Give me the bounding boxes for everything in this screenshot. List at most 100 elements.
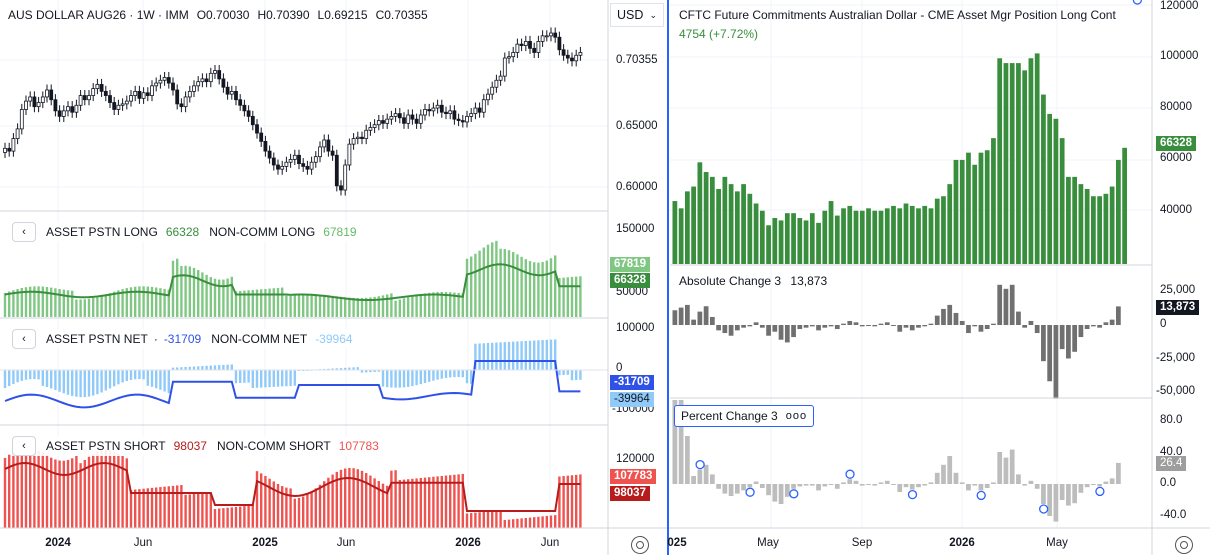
- x-tick: 2024: [45, 537, 71, 549]
- short-bar: [394, 470, 397, 528]
- candle-body: [565, 54, 570, 59]
- abs-change-bar: [703, 306, 709, 325]
- abs-change-bar: [716, 325, 721, 331]
- pct-last-tag: 26.4: [1156, 456, 1187, 471]
- net-bar: [339, 368, 343, 370]
- collapse-button[interactable]: ‹: [12, 329, 36, 349]
- short-bar: [465, 513, 469, 528]
- abs-change-bar: [778, 325, 784, 340]
- short-bar: [100, 450, 103, 528]
- candle-body: [36, 102, 41, 108]
- net-bar: [570, 370, 574, 381]
- long-bar: [428, 292, 431, 317]
- abs-change-bar: [1022, 325, 1028, 328]
- cftc-bar: [741, 184, 746, 264]
- pct-change-bar: [978, 484, 984, 491]
- pct-change-bar: [784, 484, 790, 497]
- series-name: ASSET PSTN NET: [46, 332, 148, 346]
- short-bar: [285, 487, 288, 528]
- abs-change-bar: [847, 320, 853, 325]
- short-bar: [373, 478, 376, 528]
- net-bar: [171, 367, 175, 370]
- long-bar: [268, 288, 271, 317]
- cftc-bar: [1034, 53, 1040, 264]
- cftc-bar: [753, 203, 759, 264]
- candle-body: [49, 89, 54, 101]
- more-options-icon[interactable]: ooo: [785, 410, 808, 422]
- low-label: L: [317, 8, 325, 22]
- pct-change-bar: [916, 484, 921, 488]
- candle-body: [263, 140, 268, 152]
- cftc-bar: [859, 210, 865, 264]
- net-bar: [176, 367, 179, 370]
- pct-marker: [1039, 504, 1049, 514]
- net-bar: [566, 370, 569, 375]
- net-bar: [495, 342, 498, 370]
- long-bar: [159, 288, 162, 317]
- collapse-button[interactable]: ‹: [12, 436, 36, 456]
- short-bar: [541, 516, 544, 528]
- short-bar: [272, 481, 275, 528]
- short-bar: [150, 487, 154, 528]
- net-bar: [71, 370, 74, 396]
- long-bar: [176, 258, 179, 317]
- candle-body: [494, 79, 499, 88]
- candle-body: [532, 47, 537, 53]
- short-bar: [323, 481, 326, 528]
- candle-body: [162, 77, 167, 81]
- short-bar: [423, 477, 427, 528]
- cftc-bar: [984, 150, 990, 264]
- long-bar: [75, 299, 78, 317]
- abs-change-bar: [678, 307, 684, 325]
- short-bar: [327, 477, 330, 528]
- short-bar: [255, 471, 259, 528]
- pct-change-bar: [709, 474, 715, 484]
- candle-body: [515, 43, 520, 53]
- collapse-button[interactable]: ‹: [12, 222, 36, 242]
- abs-change-bar: [1034, 325, 1040, 334]
- currency-select[interactable]: USD ⌄: [610, 3, 664, 27]
- settings-gear-icon[interactable]: [1175, 536, 1193, 554]
- short-bar: [482, 511, 485, 528]
- short-bar: [176, 485, 179, 528]
- cftc-bar: [1103, 193, 1109, 264]
- abs-change-bar: [903, 325, 909, 328]
- cftc-bar: [1066, 176, 1071, 264]
- long-bar: [344, 297, 347, 317]
- pct-change-bar: [984, 484, 990, 488]
- long-bar: [209, 277, 212, 317]
- pct-change-bar: [734, 484, 740, 494]
- abs-change-bar: [753, 322, 759, 325]
- net-bar: [243, 370, 246, 383]
- long-bar: [486, 244, 490, 317]
- candle-body: [284, 161, 289, 167]
- net-bar: [461, 370, 464, 378]
- candle-body: [154, 82, 159, 87]
- net-bar: [163, 370, 166, 392]
- abs-change-bar: [1041, 325, 1046, 362]
- cftc-bar: [903, 203, 909, 264]
- pct-change-bar: [778, 484, 784, 504]
- net-bar: [453, 370, 456, 378]
- long-bar: [71, 290, 74, 317]
- candle-body: [536, 40, 541, 53]
- cftc-bar: [803, 220, 809, 264]
- pct-change-legend[interactable]: Percent Change 3 ooo: [674, 405, 815, 427]
- long-bar: [512, 252, 515, 317]
- abs-change-bar: [922, 325, 928, 327]
- pct-change-bar: [1022, 484, 1028, 486]
- series-value: 66328: [165, 225, 200, 239]
- long-bar: [92, 297, 95, 317]
- long-bar: [339, 296, 343, 317]
- short-bar: [428, 477, 431, 528]
- short-bar: [226, 507, 229, 528]
- abs-change-bar: [1097, 325, 1103, 328]
- long-bar: [444, 292, 448, 317]
- candle-body: [171, 82, 175, 91]
- long-bar: [117, 290, 120, 317]
- abs-change-bar: [791, 325, 796, 338]
- candle-body: [322, 139, 327, 148]
- settings-gear-icon[interactable]: [631, 536, 649, 554]
- net-axis-tick: 100000: [616, 322, 655, 334]
